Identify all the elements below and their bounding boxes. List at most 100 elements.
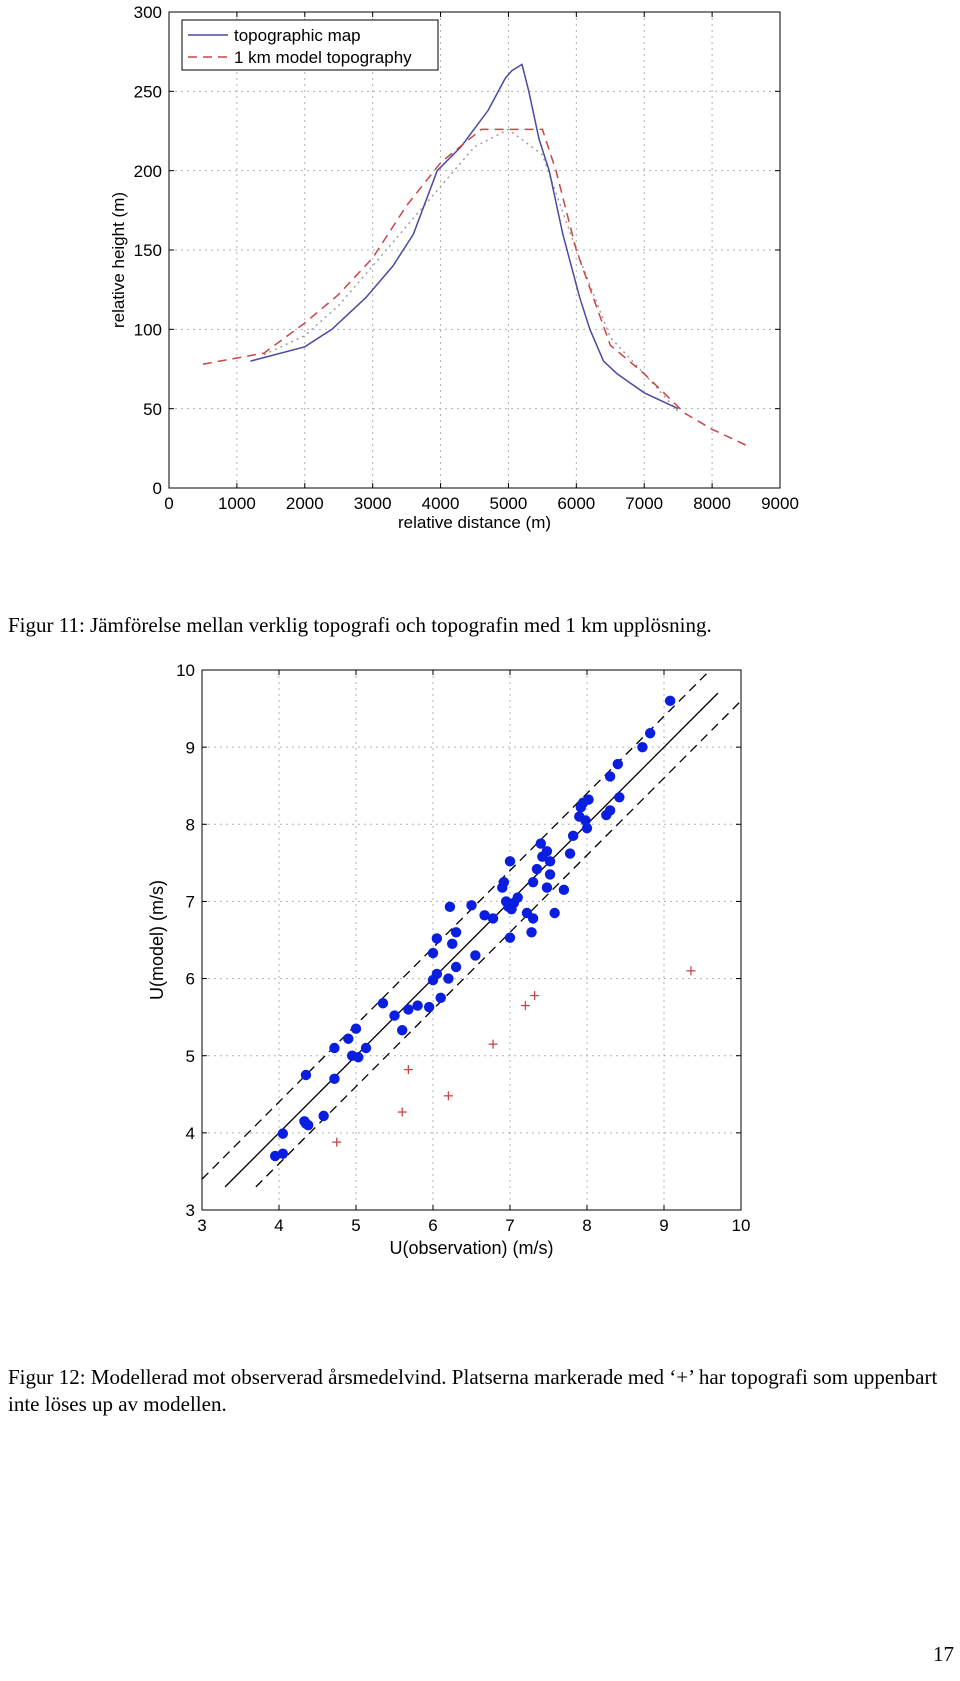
tolerance-dashed-line	[255, 700, 742, 1188]
data-point	[431, 933, 443, 944]
y-tick-label: 4	[186, 1124, 195, 1143]
data-point	[470, 950, 481, 961]
data-point	[531, 863, 543, 875]
data-point	[447, 938, 458, 950]
x-tick-label: 9	[659, 1216, 668, 1235]
x-tick-label: 2000	[286, 494, 324, 513]
y-tick-label: 250	[134, 82, 162, 101]
data-point	[435, 992, 446, 1004]
data-point	[614, 792, 625, 803]
y-tick-label: 300	[134, 3, 162, 22]
data-point	[329, 1042, 340, 1054]
x-tick-label: 6	[428, 1216, 437, 1235]
plus-marker	[530, 991, 540, 1001]
data-point	[541, 846, 553, 857]
data-point	[535, 838, 546, 849]
data-point	[427, 947, 439, 959]
data-point	[558, 884, 570, 896]
data-point	[504, 856, 516, 867]
x-tick-label: 8000	[693, 494, 731, 513]
y-tick-label: 200	[134, 162, 162, 181]
y-tick-label: 0	[153, 479, 162, 498]
plot-frame	[201, 669, 742, 1211]
x-tick-label: 10	[732, 1216, 751, 1235]
y-tick-label: 9	[186, 738, 195, 757]
x-tick-label: 0	[164, 494, 173, 513]
series-line-model-topography	[202, 128, 747, 446]
data-point	[329, 1073, 340, 1085]
data-point	[353, 1052, 364, 1063]
data-point	[303, 1119, 314, 1131]
reference-dotted-line	[263, 128, 679, 413]
data-point	[350, 1023, 362, 1034]
plus-marker	[443, 1091, 453, 1101]
x-tick-label: 3	[197, 1216, 206, 1235]
series-line-topographic-map	[250, 63, 679, 410]
data-point	[527, 913, 539, 924]
data-point	[466, 900, 477, 911]
y-tick-label: 100	[134, 320, 162, 339]
data-point	[612, 758, 623, 770]
figure-11-caption: Figur 11: Jämförelse mellan verklig topo…	[8, 613, 712, 637]
figure-12-caption: Figur 12: Modellerad mot observerad årsm…	[8, 1365, 938, 1416]
y-tick-label: 8	[186, 815, 195, 834]
x-tick-label: 5	[351, 1216, 360, 1235]
tolerance-dashed-line	[201, 669, 711, 1180]
x-tick-label: 7000	[625, 494, 663, 513]
x-tick-label: 4	[274, 1216, 283, 1235]
y-axis-label: relative height (m)	[109, 192, 128, 328]
x-tick-label: 1000	[218, 494, 256, 513]
legend-box	[181, 19, 439, 71]
legend-label: 1 km model topography	[234, 48, 412, 67]
data-point	[423, 1001, 435, 1013]
data-point	[318, 1110, 329, 1122]
y-axis-label: U(model) (m/s)	[147, 880, 167, 1000]
data-point	[604, 771, 616, 782]
data-point	[277, 1148, 289, 1159]
wind-scatter-chart: 3 4 5 6 7 8 9 10 3 4 5 6 7 8 9 10 U(observation) (m/s) U(…	[147, 661, 751, 1258]
data-point	[444, 901, 456, 913]
data-point	[541, 882, 553, 893]
data-point	[549, 907, 560, 919]
data-point	[360, 1042, 372, 1054]
data-point	[498, 876, 510, 888]
data-point	[637, 741, 648, 753]
plus-marker	[397, 1107, 407, 1117]
plus-marker	[403, 1065, 413, 1075]
data-point	[479, 910, 490, 921]
y-tick-label: 6	[186, 970, 195, 989]
data-point	[443, 973, 454, 984]
y-tick-label: 3	[186, 1201, 195, 1220]
data-point	[544, 869, 556, 880]
x-tick-label: 8	[582, 1216, 591, 1235]
data-point	[343, 1033, 354, 1044]
topography-chart: 0 1000 2000 3000 4000 5000 6000 7000 8000 9000 0 50…	[109, 3, 799, 532]
data-point	[583, 794, 594, 805]
data-point	[377, 998, 389, 1009]
x-tick-label: 9000	[761, 494, 799, 513]
x-tick-label: 4000	[422, 494, 460, 513]
data-point	[412, 1000, 423, 1011]
data-point	[450, 927, 462, 938]
y-tick-label: 50	[143, 400, 162, 419]
data-point	[504, 932, 516, 943]
y-tick-label: 7	[186, 893, 195, 912]
data-point	[526, 927, 537, 938]
y-tick-label: 5	[186, 1047, 195, 1066]
data-point	[664, 695, 676, 707]
data-point	[512, 892, 523, 903]
plus-marker	[520, 1001, 530, 1011]
data-point	[644, 728, 656, 739]
data-point	[277, 1128, 289, 1139]
data-point	[300, 1069, 312, 1081]
data-point	[403, 1004, 414, 1015]
data-point	[580, 815, 591, 826]
x-axis-label: U(observation) (m/s)	[389, 1238, 553, 1258]
page-number: 17	[933, 1642, 954, 1666]
data-point	[567, 830, 579, 842]
data-point	[389, 1010, 400, 1021]
x-tick-label: 7	[505, 1216, 514, 1235]
one-to-one-line	[224, 692, 719, 1188]
x-tick-label: 6000	[557, 494, 595, 513]
data-point	[487, 913, 499, 924]
